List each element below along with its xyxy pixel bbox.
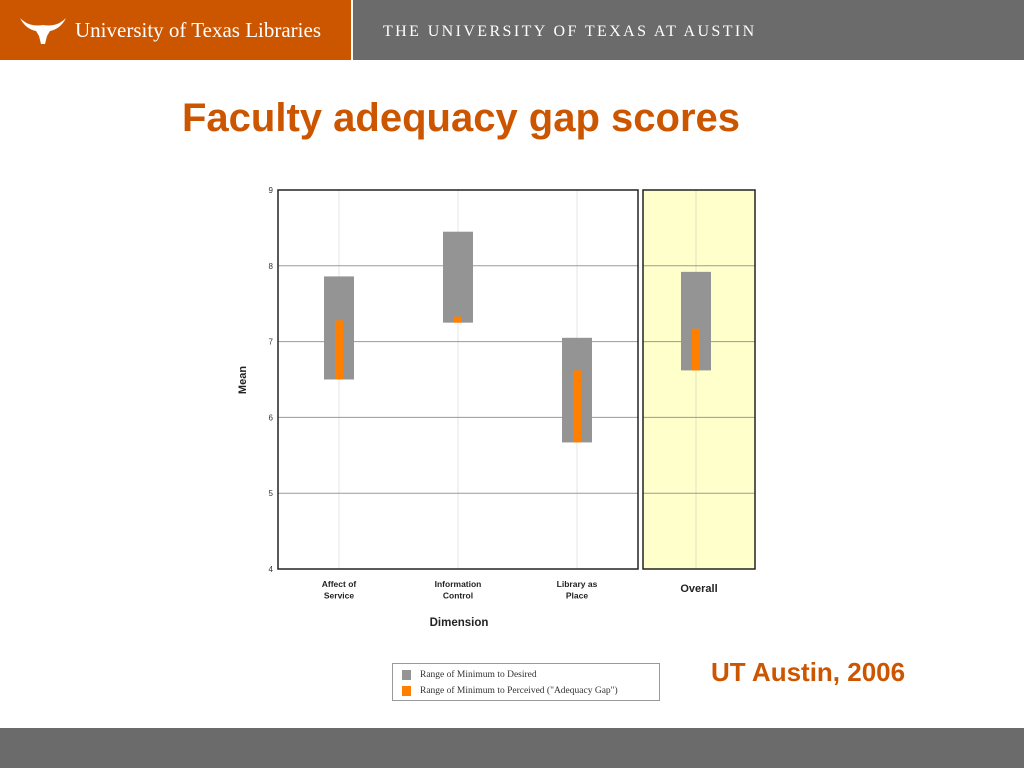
library-name: University of Texas Libraries <box>75 18 321 42</box>
y-tick-label: 7 <box>269 338 274 347</box>
y-tick-label: 6 <box>269 413 274 422</box>
slide-title: Faculty adequacy gap scores <box>182 96 741 140</box>
category-adequacy-gap-bar <box>454 316 462 323</box>
legend-label-perceived: Range of Minimum to Perceived ("Adequacy… <box>420 686 618 696</box>
category-adequacy-gap-bar <box>335 320 343 380</box>
legend-swatch-perceived <box>402 686 411 696</box>
library-brand[interactable]: University of Texas Libraries <box>0 0 353 60</box>
y-tick-label: 5 <box>269 489 274 498</box>
legend-swatch-desired <box>402 670 411 680</box>
y-tick-label: 4 <box>269 565 274 574</box>
category-min-desired-bar <box>443 231 473 323</box>
longhorn-icon <box>20 18 66 44</box>
y-tick-label: 8 <box>269 262 274 271</box>
x-tick-label: Place <box>566 591 588 601</box>
chart-legend: Range of Minimum to Desired Range of Min… <box>392 663 660 701</box>
x-axis-title: Dimension <box>430 617 489 629</box>
x-tick-label: Information <box>435 579 482 589</box>
y-tick-label: 9 <box>269 186 274 195</box>
overall-panel-background <box>643 190 755 569</box>
x-tick-label: Library as <box>557 579 598 589</box>
x-tick-label: Control <box>443 591 473 601</box>
header-bar: University of Texas Libraries THE UNIVER… <box>0 0 1024 60</box>
category-adequacy-gap-bar <box>573 370 581 443</box>
legend-label-desired: Range of Minimum to Desired <box>420 670 537 680</box>
y-axis-title: Mean <box>237 366 249 394</box>
legend-item-perceived: Range of Minimum to Perceived ("Adequacy… <box>402 686 618 700</box>
adequacy-gap-chart: 4 5 6 7 8 9 Affect of Service Information Control… <box>237 186 756 629</box>
overall-plot-frame <box>642 189 756 570</box>
overall-label: Overall <box>680 583 717 595</box>
x-tick-label: Affect of <box>322 579 357 589</box>
x-tick-label: Service <box>324 591 355 601</box>
overall-adequacy-gap-bar <box>692 328 700 371</box>
source-note: UT Austin, 2006 <box>711 657 906 687</box>
plot-frame <box>277 189 639 570</box>
university-name[interactable]: THE UNIVERSITY OF TEXAS AT AUSTIN <box>383 23 757 40</box>
legend-item-desired: Range of Minimum to Desired <box>402 670 537 684</box>
footer-bar <box>0 728 1024 768</box>
